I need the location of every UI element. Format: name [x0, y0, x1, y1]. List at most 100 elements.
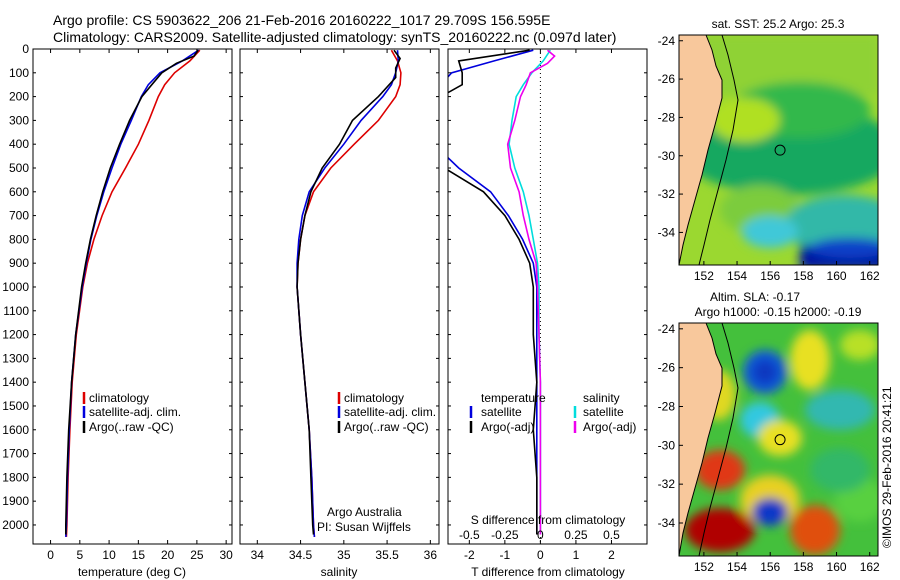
sla-map-panel: Altim. SLA: -0.17 Argo h1000: -0.15 h200…	[658, 290, 880, 574]
lon-tick-label: 152	[694, 560, 714, 574]
legend-label-satellite: satellite-adj. clim.	[344, 405, 436, 419]
t-diff-tick-label: -2	[464, 548, 475, 562]
sst-map-panel: sat. SST: 25.2 Argo: 25.3 152 154 156 158 16…	[658, 17, 880, 283]
coastline	[679, 35, 723, 265]
depth-tick-label: 1400	[2, 375, 29, 389]
sst-map-title: sat. SST: 25.2 Argo: 25.3	[712, 17, 845, 31]
pi-label: PI: Susan Wijffels	[317, 520, 411, 534]
legend-label-climatology: climatology	[344, 391, 404, 405]
salinity-panel: 34 34.5 35 35.5 36 salinity climatology sate…	[239, 48, 440, 579]
x-tick-label: 35.5	[375, 548, 399, 562]
legend-label-s-argo: Argo(-adj)	[583, 420, 636, 434]
lon-tick-label: 158	[793, 560, 813, 574]
series-line-s-satellite	[508, 49, 551, 535]
header-line2: Climatology: CARS2009. Satellite-adjuste…	[53, 29, 617, 45]
s-diff-tick-label: -0.5	[459, 528, 480, 542]
shelf-contour	[698, 35, 739, 265]
x-tick-label: 34.5	[289, 548, 313, 562]
depth-tick-label: 900	[9, 256, 29, 270]
depth-tick-label: 1500	[2, 399, 29, 413]
depth-tick-label: 100	[9, 66, 29, 80]
series-line-t-satellite	[448, 49, 538, 535]
header-line1: Argo profile: CS 5903622_206 21-Feb-2016…	[53, 12, 551, 28]
salinity-legend: climatology satellite-adj. clim. Argo(..…	[337, 391, 436, 434]
salinity-diff-xlabel: S difference from climatology	[471, 513, 626, 527]
depth-tick-label: 1600	[2, 423, 29, 437]
x-tick-label: 15	[132, 548, 146, 562]
temperature-diff-xlabel: T difference from climatology	[471, 565, 625, 579]
lon-tick-label: 160	[827, 560, 847, 574]
legend-label-s-satellite: satellite	[583, 405, 624, 419]
depth-tick-label: 1100	[3, 304, 29, 318]
temperature-legend: climatology satellite-adj. clim. Argo(..…	[82, 391, 181, 434]
lat-tick-label: -28	[658, 110, 676, 124]
lon-tick-label: 152	[694, 269, 714, 283]
lat-tick-label: -26	[658, 361, 676, 375]
legend-label-climatology: climatology	[89, 391, 149, 405]
legend-title-salinity: salinity	[583, 391, 620, 405]
x-tick-label: 10	[102, 548, 116, 562]
imos-credit: ©IMOS 29-Feb-2016 20:41:21	[880, 386, 894, 548]
lon-tick-label: 154	[727, 560, 747, 574]
legend-title-temperature: temperature	[481, 391, 546, 405]
x-tick-label: 30	[219, 548, 233, 562]
x-tick-label: 0	[47, 548, 54, 562]
series-line-climatology	[65, 49, 201, 537]
x-tick-label: 36	[424, 548, 438, 562]
depth-tick-label: 1900	[2, 494, 29, 508]
legend-label-argo: Argo(..raw -QC)	[344, 420, 429, 434]
sla-map-title: Altim. SLA: -0.17	[710, 290, 800, 304]
depth-tick-label: 500	[9, 161, 29, 175]
depth-tick-label: 2000	[2, 518, 29, 532]
t-diff-tick-label: 2	[608, 548, 615, 562]
lat-tick-label: -30	[658, 149, 676, 163]
salinity-xlabel: salinity	[321, 565, 358, 579]
depth-tick-label: 1700	[2, 447, 29, 461]
legend-label-satellite: satellite-adj. clim.	[89, 405, 181, 419]
depth-tick-label: 1300	[2, 351, 29, 365]
depth-tick-label: 800	[9, 232, 29, 246]
x-tick-label: 20	[161, 548, 175, 562]
s-diff-tick-label: 0.5	[603, 528, 620, 542]
lon-tick-label: 162	[860, 269, 880, 283]
lat-tick-label: -30	[658, 438, 676, 452]
lon-tick-label: 162	[860, 560, 880, 574]
coastline	[679, 323, 723, 556]
lat-tick-label: -34	[658, 225, 676, 239]
land-mass	[679, 35, 722, 265]
series-line-s-argo-adj-	[506, 49, 556, 535]
argo-position-marker	[774, 434, 786, 446]
depth-tick-label: 1000	[2, 280, 29, 294]
depth-tick-label: 0	[22, 42, 29, 56]
lon-tick-label: 154	[727, 269, 747, 283]
s-diff-tick-label: 0.25	[564, 528, 588, 542]
argo-position-marker	[774, 144, 786, 156]
temperature-panel: 0100200300400500600700800900100011001200…	[2, 42, 233, 579]
lat-tick-label: -32	[658, 187, 676, 201]
s-diff-tick-label: 0	[537, 528, 544, 542]
difference-panel: -2 -1 0 1 2 -0.5 -0.25 0 0.25 0.5 S difference f…	[447, 48, 648, 579]
difference-legend: temperature satellite Argo(-adj) salinit…	[469, 391, 636, 434]
s-diff-tick-label: -0.25	[491, 528, 519, 542]
lon-tick-label: 156	[760, 560, 780, 574]
depth-tick-label: 400	[9, 137, 29, 151]
argo-australia-label: Argo Australia	[327, 505, 402, 519]
t-diff-tick-label: -1	[500, 548, 511, 562]
lat-tick-label: -32	[658, 477, 676, 491]
temperature-xlabel: temperature (deg C)	[78, 565, 186, 579]
lat-tick-label: -24	[658, 34, 676, 48]
series-line-t-argo-adj-	[448, 49, 538, 535]
sst-map-field	[679, 35, 878, 265]
series-line-argo-raw-qc-	[296, 49, 402, 535]
series-line-argo-raw-qc-	[65, 49, 199, 535]
depth-tick-label: 600	[9, 185, 29, 199]
depth-tick-label: 1200	[2, 328, 29, 342]
legend-label-t-satellite: satellite	[481, 405, 522, 419]
depth-tick-label: 200	[9, 90, 29, 104]
series-line-satellite-adj-clim-	[65, 49, 200, 537]
depth-tick-label: 700	[9, 209, 29, 223]
x-tick-label: 35	[337, 548, 351, 562]
legend-label-argo: Argo(..raw -QC)	[89, 420, 174, 434]
sla-map-subtitle: Argo h1000: -0.15 h2000: -0.19	[695, 305, 862, 319]
